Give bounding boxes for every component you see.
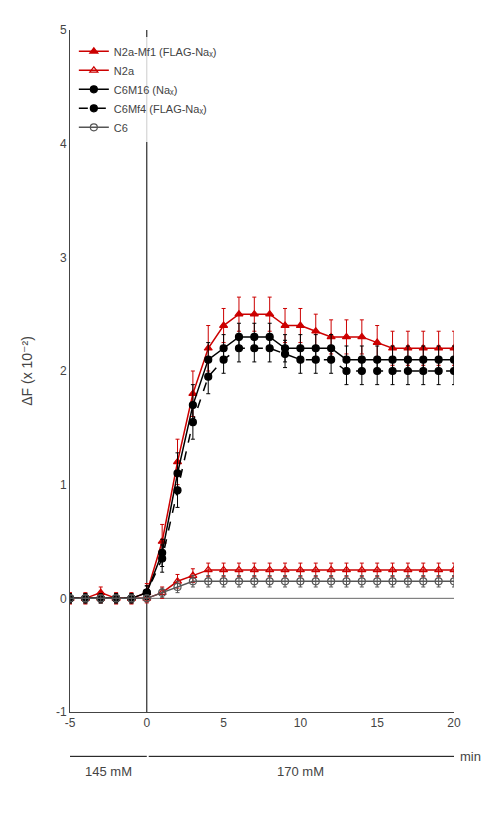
svg-text:4: 4 [60,137,67,151]
svg-text:10: 10 [294,716,308,730]
svg-text:1: 1 [60,478,67,492]
svg-text:N2a: N2a [114,65,135,77]
svg-text:min: min [460,749,481,764]
svg-text:5: 5 [220,716,227,730]
svg-text:170 mM: 170 mM [277,764,324,779]
svg-text:-5: -5 [65,716,76,730]
svg-text:N2a-Mf1 (FLAG-Naₓ): N2a-Mf1 (FLAG-Naₓ) [114,46,217,58]
svg-text:3: 3 [60,251,67,265]
svg-text:145 mM: 145 mM [85,764,132,779]
svg-text:C6Mf4 (FLAG-Naₓ): C6Mf4 (FLAG-Naₓ) [114,103,207,115]
svg-text:0: 0 [143,716,150,730]
svg-text:20: 20 [447,716,461,730]
svg-text:ΔF (x 10⁻²): ΔF (x 10⁻²) [19,336,35,406]
svg-text:15: 15 [371,716,385,730]
svg-text:-1: -1 [56,705,67,719]
svg-text:0: 0 [60,592,67,606]
svg-text:C6: C6 [114,122,128,134]
svg-text:5: 5 [60,23,67,37]
svg-text:2: 2 [60,364,67,378]
svg-text:C6M16 (Naₓ): C6M16 (Naₓ) [114,84,178,96]
